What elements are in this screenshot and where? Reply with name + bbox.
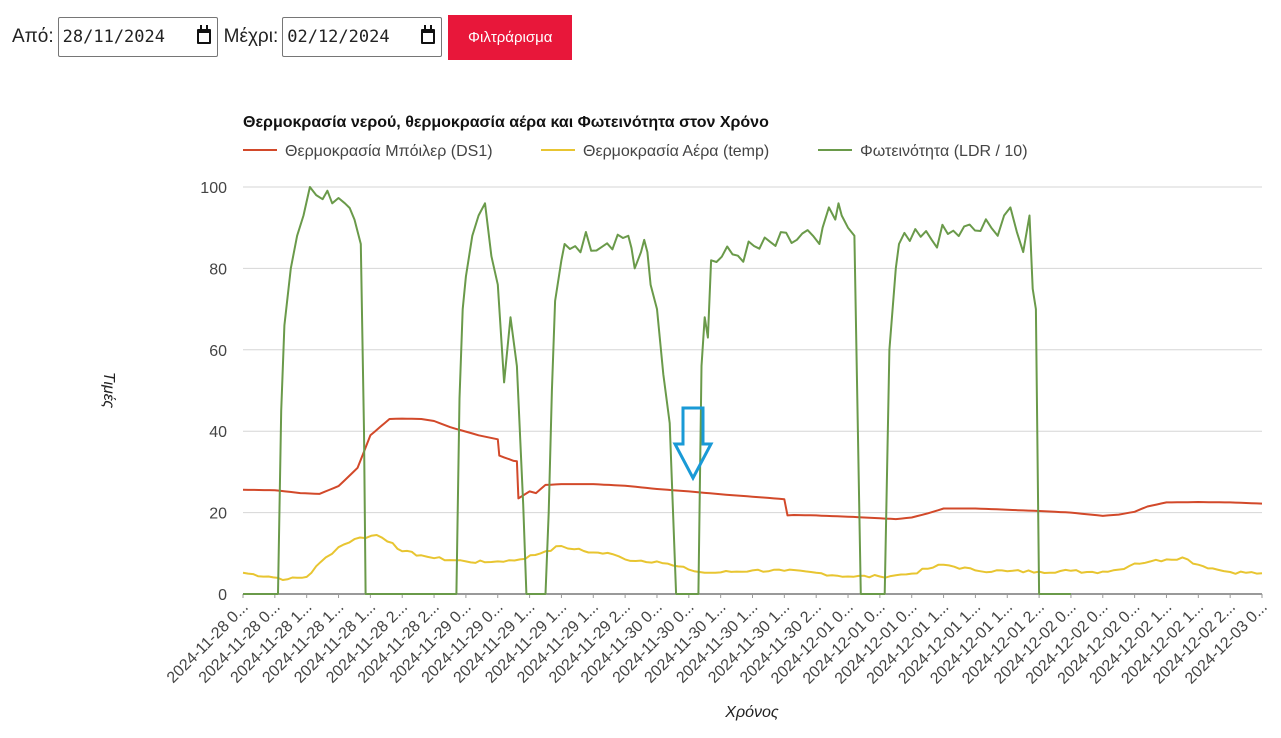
y-tick-label: 60 xyxy=(209,343,227,360)
filter-button[interactable]: Φιλτράρισμα xyxy=(448,14,573,60)
y-axis-ticks: 0 20 40 60 80 100 xyxy=(200,180,227,604)
calendar-icon[interactable] xyxy=(421,25,436,44)
from-date-input[interactable]: 28/11/2024 xyxy=(57,17,218,57)
to-label: Μέχρι: xyxy=(223,26,279,47)
x-axis-ticks: 2024-11-28 0...2024-11-28 0...2024-11-28… xyxy=(164,594,1271,688)
chart-title: Θερμοκρασία νερού, θερμοκρασία αέρα και … xyxy=(243,114,769,131)
y-tick-label: 100 xyxy=(200,180,227,197)
y-tick-label: 80 xyxy=(209,261,227,278)
chart-series xyxy=(242,186,1263,595)
series-line-1 xyxy=(242,534,1263,581)
date-filter-bar: Από: 28/11/2024 Μέχρι: 02/12/2024 Φιλτρά… xyxy=(12,14,573,60)
chart-legend: Θερμοκρασία Μπόιλερ (DS1) Θερμοκρασία Αέρ… xyxy=(243,143,1028,160)
y-tick-label: 40 xyxy=(209,424,227,441)
y-axis-label: Τιμές xyxy=(100,372,117,409)
legend-label[interactable]: Θερμοκρασία Μπόιλερ (DS1) xyxy=(285,143,493,160)
to-date-value: 02/12/2024 xyxy=(287,27,390,47)
series-line-0 xyxy=(242,417,1263,521)
legend-label[interactable]: Φωτεινότητα (LDR / 10) xyxy=(860,143,1028,160)
y-tick-label: 20 xyxy=(209,506,227,523)
down-arrow-icon xyxy=(672,406,714,482)
chart-gridlines xyxy=(243,186,1262,595)
series-line-2 xyxy=(243,186,1071,595)
y-tick-label: 0 xyxy=(218,587,227,604)
x-axis-label: Χρόνος xyxy=(724,704,779,721)
legend-label[interactable]: Θερμοκρασία Αέρα (temp) xyxy=(583,143,769,160)
to-date-input[interactable]: 02/12/2024 xyxy=(282,17,443,57)
from-label: Από: xyxy=(12,26,54,47)
calendar-icon[interactable] xyxy=(196,25,211,44)
from-date-value: 28/11/2024 xyxy=(62,27,165,47)
